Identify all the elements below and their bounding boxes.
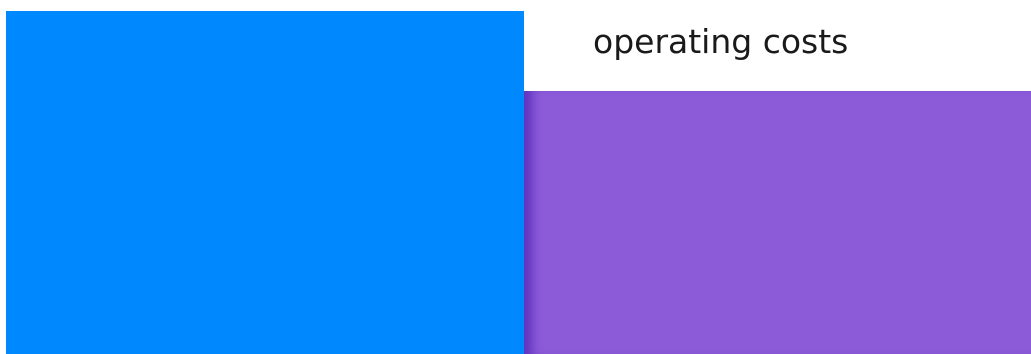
blue-block (6, 11, 524, 354)
operating-costs-block (524, 91, 1031, 354)
operating-costs-label: operating costs (593, 22, 849, 61)
